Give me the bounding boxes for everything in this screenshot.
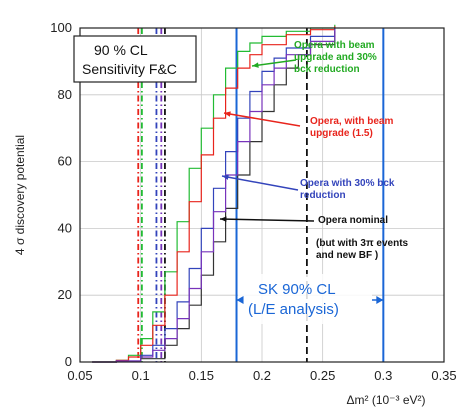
annotation-line: Opera with beam [294,40,375,51]
annotation-line: Opera nominal [318,215,388,226]
y-tick-label: 100 [50,20,72,35]
sk-arrowhead [236,296,244,304]
x-tick-label: 0.25 [310,368,335,383]
annotation-line: (but with 3π events [316,238,409,249]
sk-arrowhead [376,296,384,304]
annotation-text: Opera nominal [318,215,388,226]
y-tick-label: 60 [58,154,72,169]
annotation-arrowhead [222,174,229,180]
sk-label-bg [238,274,372,324]
x-tick-label: 0.15 [189,368,214,383]
y-tick-label: 0 [65,354,72,369]
legend-box-line-2: Sensitivity F&C [82,61,177,77]
x-tick-label: 0.2 [253,368,271,383]
annotation-arrow [221,175,299,191]
annotation-line: upgrade and 30% [294,52,377,63]
annotation-arrowhead [252,62,259,68]
x-tick-label: 0.05 [67,368,92,383]
series-group [92,24,336,363]
legend-box-line-1: 90 % CL [94,42,148,58]
legend-box-frame [73,35,197,83]
series-line [92,29,336,363]
annotation-line: reduction [300,190,346,201]
annotation-arrowhead [224,111,231,117]
sk-label: SK 90% CL (L/E analysis) [238,274,372,324]
annotation-arrowhead [220,216,227,222]
annotation-text: Opera with beam upgrade and 30% bck reduct… [294,40,377,75]
x-tick-label: 0.1 [132,368,150,383]
sk-label-line-1: SK 90% CL [258,281,336,298]
annotation-arrow [223,112,301,127]
annotations: Opera with beam upgrade and 30% bck reduct… [219,40,409,304]
annotation-arrow [219,218,315,222]
annotation-line: and new BF ) [316,250,378,261]
annotation-text: Opera with 30% bck reduction [300,178,395,201]
x-tick-label: 0.3 [374,368,392,383]
series-line [92,26,336,363]
x-axis-label: Δm² (10⁻³ eV²) [346,393,425,407]
y-axis-label: 4 σ discovery potential [13,135,27,255]
y-tick-label: 20 [58,287,72,302]
tick-labels: 0 20 40 60 80 100 0.05 0.1 0.15 0.2 0.25 0.3 0.35 [50,20,456,383]
annotation-arrow [251,59,297,67]
x-tick-label: 0.35 [431,368,456,383]
annotation-text: (but with 3π events and new BF ) [316,238,409,261]
legend-box: 90 % CL Sensitivity F&C [73,35,197,83]
annotation-line: Opera, with beam [310,116,393,127]
plot-frame [79,27,445,363]
annotation-text: Opera, with beam upgrade (1.5) [310,116,393,139]
annotation-line: bck reduction [294,64,360,75]
y-tick-label: 80 [58,87,72,102]
sk-label-line-2: (L/E analysis) [248,301,339,318]
y-tick-label: 40 [58,220,72,235]
annotation-line: upgrade (1.5) [310,128,373,139]
annotation-line: Opera with 30% bck [300,178,395,189]
